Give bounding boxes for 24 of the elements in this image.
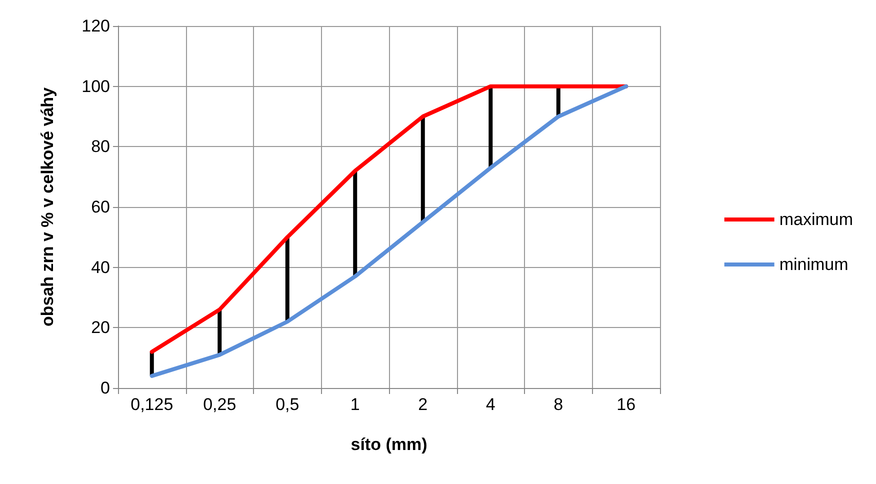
x-tick-label: 8: [554, 395, 564, 414]
x-tick-label: 2: [418, 395, 428, 414]
y-tick-label: 100: [82, 76, 110, 96]
y-tick-label: 40: [91, 258, 110, 277]
x-tick-label: 1: [350, 395, 360, 414]
x-axis-title: síto (mm): [350, 435, 428, 454]
bar: [285, 237, 290, 322]
legend-label: maximum: [779, 210, 854, 229]
y-tick-label: 120: [82, 16, 110, 36]
y-tick-label: 0: [100, 378, 110, 398]
y-tick-label: 60: [91, 198, 110, 216]
bar: [353, 170, 358, 276]
bar: [420, 116, 425, 222]
x-tick-label: 0,125: [130, 395, 174, 414]
x-tick-label: 4: [486, 395, 496, 414]
y-tick-label: 20: [91, 318, 110, 338]
bar: [218, 310, 222, 355]
x-tick-label: 0,25: [203, 395, 236, 414]
x-tick-label: 16: [616, 395, 636, 414]
y-tick-label: 80: [91, 137, 110, 156]
bar: [488, 86, 493, 168]
y-axis-title: obsah zrn v % v celkové váhy: [38, 86, 57, 327]
x-tick-label: 0,5: [276, 395, 300, 414]
legend-label: minimum: [779, 255, 848, 274]
